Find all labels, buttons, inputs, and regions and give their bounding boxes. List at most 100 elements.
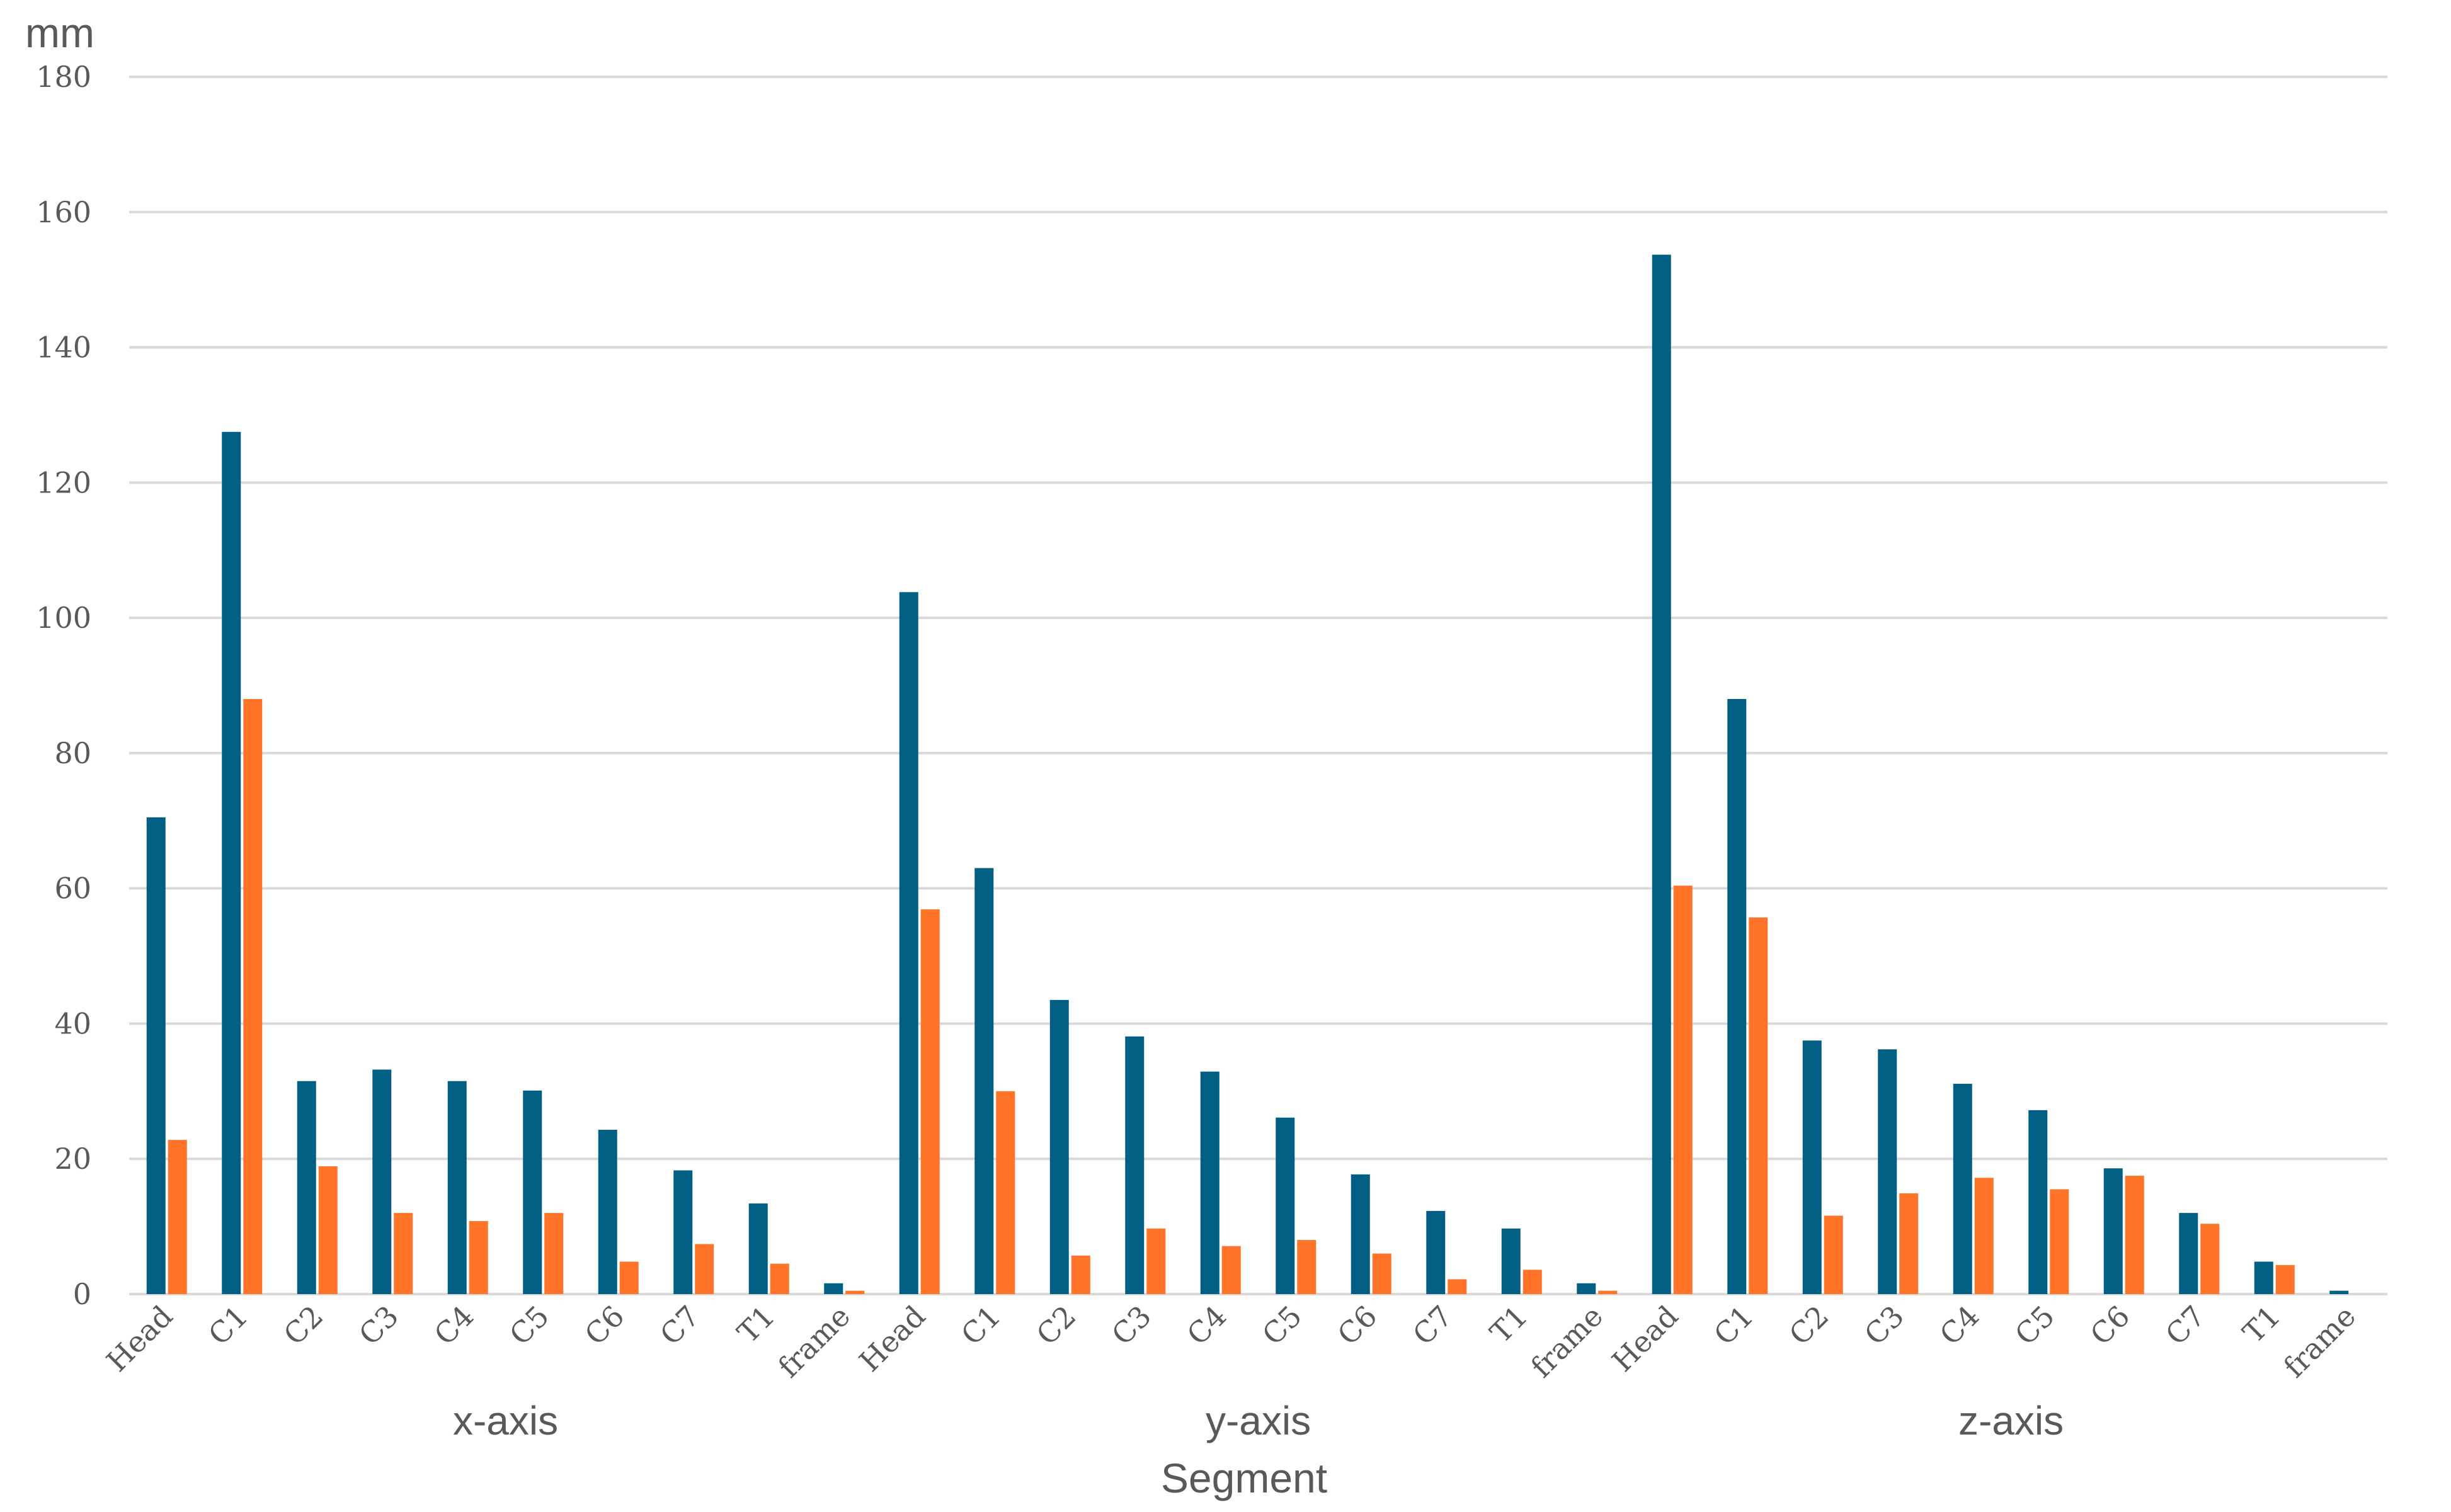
x-tick-label: C1 xyxy=(954,1299,1007,1352)
bar-s1-c4-24 xyxy=(1953,1084,1972,1294)
x-tick-label: C4 xyxy=(1180,1299,1233,1352)
group-label-y-axis: y-axis xyxy=(1206,1398,1311,1443)
bar-s1-c1-21 xyxy=(1727,698,1747,1294)
bar-s2-t1-8 xyxy=(770,1263,789,1294)
bar-s2-c3-23 xyxy=(1899,1193,1919,1294)
x-tick-label: C5 xyxy=(1255,1299,1308,1352)
bar-s2-c2-2 xyxy=(318,1166,338,1294)
bar-s1-c2-22 xyxy=(1802,1040,1822,1294)
bar-s2-c3-13 xyxy=(1146,1228,1166,1294)
x-tick-label: C5 xyxy=(2008,1299,2061,1352)
x-tick-label: C4 xyxy=(428,1299,481,1352)
y-axis-title: mm xyxy=(25,9,94,56)
x-tick-label: C1 xyxy=(1707,1299,1760,1352)
bar-s2-frame-19 xyxy=(1598,1290,1618,1294)
x-tick-label: frame xyxy=(1524,1299,1609,1384)
bar-s2-c4-24 xyxy=(1974,1178,1994,1294)
bar-s1-c3-3 xyxy=(372,1069,392,1294)
bar-s2-c1-21 xyxy=(1749,917,1768,1294)
bar-s2-head-10 xyxy=(920,909,940,1294)
y-tick-labels: 0 20 40 60 80 100 120 140 160 180 xyxy=(36,60,91,1311)
x-tick-label: C7 xyxy=(1406,1299,1459,1352)
bar-s2-c5-15 xyxy=(1297,1240,1317,1294)
x-tick-label: T1 xyxy=(2236,1299,2287,1350)
bar-s2-c7-27 xyxy=(2200,1224,2220,1294)
y-tick-label: 120 xyxy=(36,465,91,499)
bar-s2-c7-17 xyxy=(1448,1279,1467,1294)
x-tick-label: C7 xyxy=(653,1299,706,1352)
bar-s1-c5-5 xyxy=(523,1090,542,1294)
bar-s1-head-20 xyxy=(1652,254,1671,1295)
bar-s1-head-10 xyxy=(899,592,918,1294)
x-tick-label: T1 xyxy=(1483,1299,1534,1350)
y-tick-label: 20 xyxy=(54,1142,91,1176)
bar-s2-t1-28 xyxy=(2275,1265,2295,1294)
bar-s1-frame-9 xyxy=(824,1283,843,1294)
bar-s1-c2-12 xyxy=(1049,999,1069,1294)
bar-s2-c4-4 xyxy=(469,1221,488,1294)
bar-s2-head-0 xyxy=(168,1140,187,1294)
x-tick-label: C3 xyxy=(1858,1299,1911,1352)
bar-s1-c7-27 xyxy=(2179,1213,2198,1294)
y-tick-label: 180 xyxy=(36,60,91,94)
bar-s2-frame-9 xyxy=(845,1290,865,1294)
group-label-z-axis: z-axis xyxy=(1958,1398,2064,1443)
x-tick-label: frame xyxy=(772,1299,857,1384)
x-tick-label: Head xyxy=(100,1299,180,1378)
bar-s1-frame-19 xyxy=(1577,1283,1596,1294)
x-group-labels: x-axis y-axis z-axis xyxy=(453,1398,2064,1443)
bar-s1-c7-7 xyxy=(673,1170,693,1294)
bar-s1-c6-6 xyxy=(598,1130,617,1294)
bar-s1-c1-11 xyxy=(974,868,994,1294)
bar-s2-c2-12 xyxy=(1071,1255,1090,1294)
x-tick-label: Head xyxy=(1606,1299,1685,1378)
x-tick-label: Head xyxy=(853,1299,932,1378)
bar-s1-c4-4 xyxy=(447,1081,467,1294)
bar-s1-c1-1 xyxy=(222,431,241,1294)
x-tick-label: C2 xyxy=(1783,1299,1836,1352)
y-tick-label: 0 xyxy=(73,1277,91,1311)
x-tick-label: C6 xyxy=(578,1299,631,1352)
y-tick-label: 80 xyxy=(54,736,91,770)
bar-s2-c6-16 xyxy=(1372,1253,1391,1294)
y-tick-label: 100 xyxy=(36,601,91,635)
gridlines xyxy=(129,76,2387,1295)
bar-s2-head-20 xyxy=(1673,885,1693,1294)
bar-s1-c7-17 xyxy=(1426,1210,1446,1294)
y-tick-label: 160 xyxy=(36,195,91,229)
bar-s2-t1-18 xyxy=(1523,1270,1542,1294)
x-tick-label: C2 xyxy=(277,1299,330,1352)
x-tick-label: T1 xyxy=(731,1299,782,1350)
bars xyxy=(146,254,2349,1295)
bar-s2-c5-25 xyxy=(2050,1189,2069,1294)
bar-s1-c5-25 xyxy=(2028,1110,2048,1294)
bar-s2-c2-22 xyxy=(1824,1215,1843,1294)
bar-s1-c3-23 xyxy=(1878,1049,1897,1294)
x-tick-label: C5 xyxy=(503,1299,556,1352)
bar-s2-c1-1 xyxy=(243,698,263,1294)
bar-s2-c6-26 xyxy=(2125,1176,2144,1294)
bar-s1-c6-26 xyxy=(2103,1168,2123,1294)
bar-s1-c2-2 xyxy=(297,1081,316,1294)
bar-s2-c1-11 xyxy=(996,1091,1015,1294)
x-tick-label: frame xyxy=(2277,1299,2362,1384)
x-tick-label: C6 xyxy=(1331,1299,1384,1352)
bar-s1-head-0 xyxy=(146,817,166,1294)
bar-s2-c3-3 xyxy=(394,1213,413,1294)
bar-s1-t1-28 xyxy=(2254,1261,2273,1294)
bar-s1-c3-13 xyxy=(1125,1036,1145,1294)
bar-s2-c7-7 xyxy=(695,1244,714,1294)
x-tick-label: C3 xyxy=(352,1299,405,1352)
y-tick-label: 60 xyxy=(54,872,91,906)
bar-s1-c4-14 xyxy=(1200,1071,1220,1294)
x-tick-label: C3 xyxy=(1105,1299,1158,1352)
group-label-x-axis: x-axis xyxy=(453,1398,558,1443)
bar-s2-c4-14 xyxy=(1221,1246,1241,1294)
bar-s1-t1-8 xyxy=(748,1203,768,1294)
x-tick-label: C7 xyxy=(2159,1299,2212,1352)
x-tick-label: C6 xyxy=(2084,1299,2137,1352)
bar-s2-c6-6 xyxy=(619,1261,639,1294)
y-tick-label: 140 xyxy=(36,331,91,365)
